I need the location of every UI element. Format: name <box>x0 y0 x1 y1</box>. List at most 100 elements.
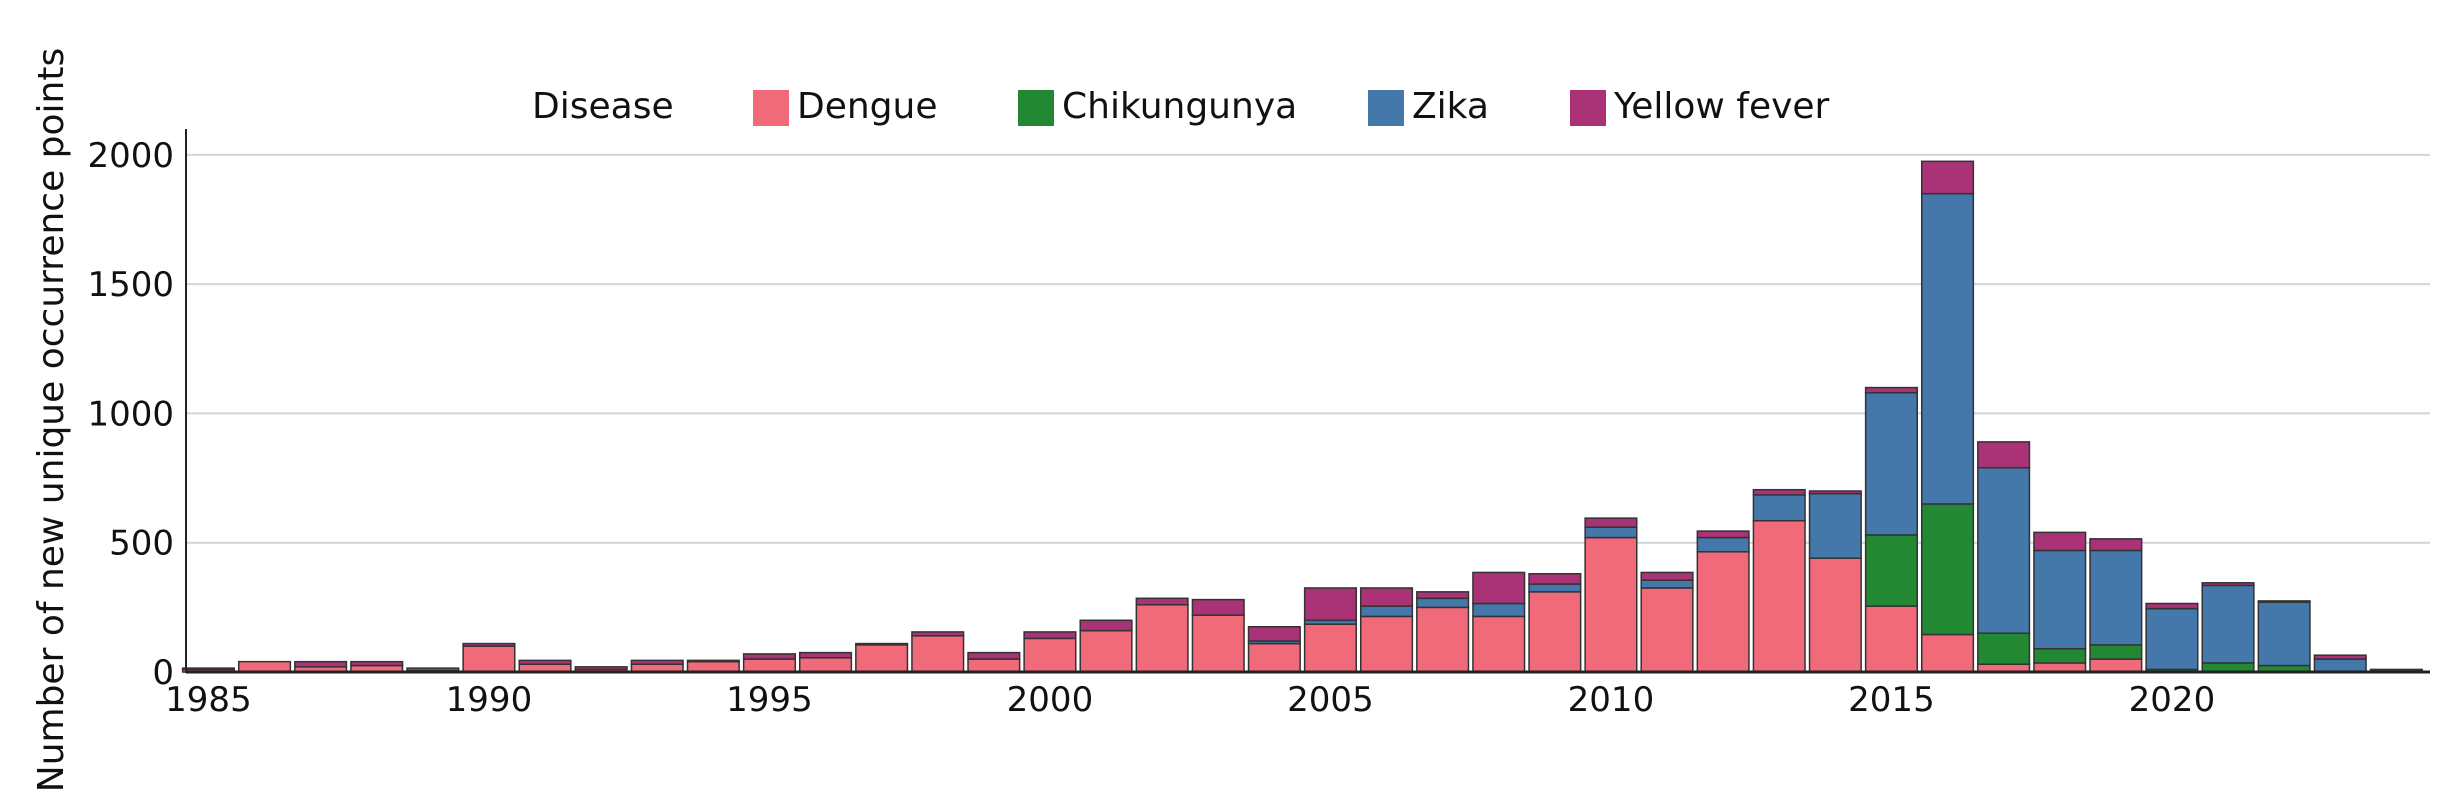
bar-stack-2018 <box>2033 531 2087 673</box>
grid-layer <box>186 153 2430 544</box>
x-tick-label: 2020 <box>2129 680 2216 720</box>
y-tick-label: 500 <box>109 524 174 564</box>
bar-chikungunya <box>1977 632 2031 665</box>
bar-yellow-fever <box>967 651 1021 660</box>
bar-yellow-fever <box>1808 490 1862 495</box>
bar-chikungunya <box>1920 503 1975 636</box>
bar-dengue <box>1191 614 1245 673</box>
bar-yellow-fever <box>911 631 965 637</box>
bar-zika <box>2257 601 2311 667</box>
bar-dengue <box>1808 557 1862 673</box>
bar-stack-2010 <box>1584 517 1638 673</box>
bar-dengue <box>1752 519 1806 673</box>
bar-yellow-fever <box>1247 626 1301 642</box>
bar-stack-2014 <box>1808 490 1862 673</box>
bar-stack-1998 <box>911 631 965 673</box>
bar-stack-2005 <box>1303 587 1357 673</box>
bar-stack-2011 <box>1640 571 1694 673</box>
bar-yellow-fever <box>462 642 516 647</box>
bar-yellow-fever <box>742 653 796 660</box>
bar-yellow-fever <box>1640 571 1694 581</box>
bar-dengue <box>911 635 965 673</box>
axes-layer <box>185 129 2430 674</box>
x-tick-label: 1995 <box>726 680 813 720</box>
bar-stack-1997 <box>855 642 909 673</box>
bar-stack-2000 <box>1023 631 1077 673</box>
bar-zika <box>2201 584 2255 664</box>
bar-yellow-fever <box>686 659 740 663</box>
legend-swatch <box>1368 90 1404 126</box>
bar-zika <box>2313 658 2367 673</box>
y-tick-label: 1000 <box>87 394 174 434</box>
bar-zika <box>1584 526 1638 539</box>
bar-dengue <box>1303 623 1357 673</box>
bar-stack-1986 <box>237 660 292 673</box>
bar-dengue <box>1359 615 1414 673</box>
bar-yellow-fever <box>2089 538 2143 552</box>
bar-stack-2017 <box>1977 441 2031 673</box>
legend-label: Dengue <box>797 86 938 127</box>
bar-stack-2004 <box>1247 626 1301 673</box>
bar-yellow-fever <box>518 659 572 665</box>
bar-zika <box>1528 583 1582 593</box>
bar-yellow-fever <box>1977 441 2031 469</box>
bar-yellow-fever <box>1528 572 1582 585</box>
bar-yellow-fever <box>630 659 684 665</box>
x-tick-label: 2010 <box>1568 680 1655 720</box>
bar-dengue <box>1528 591 1582 673</box>
bar-stack-1991 <box>518 659 572 673</box>
bar-stack-2003 <box>1191 598 1245 673</box>
bar-zika <box>1416 597 1470 609</box>
bar-stack-1994 <box>686 659 740 673</box>
y-axis-label: Number of new unique occurrence points <box>31 48 72 792</box>
bar-dengue <box>798 657 853 673</box>
bar-dengue <box>1079 629 1133 673</box>
bar-yellow-fever <box>406 667 460 672</box>
legend-label: Yellow fever <box>1613 86 1830 127</box>
bar-zika <box>1864 391 1918 536</box>
bar-stack-2023 <box>2313 654 2367 673</box>
bar-yellow-fever <box>2033 531 2087 552</box>
bar-yellow-fever <box>1472 571 1526 605</box>
bar-zika <box>2145 607 2199 671</box>
bar-stack-1999 <box>967 651 1021 673</box>
bar-stack-1995 <box>742 653 796 673</box>
bar-stack-2006 <box>1359 587 1414 673</box>
y-tick-label: 0 <box>152 653 174 693</box>
bar-stack-2009 <box>1528 572 1582 673</box>
bar-stack-2022 <box>2257 600 2311 673</box>
bar-stack-2019 <box>2089 538 2143 673</box>
bar-yellow-fever <box>2257 600 2311 603</box>
bar-stack-1987 <box>294 660 348 673</box>
bar-dengue <box>855 644 909 673</box>
bar-stack-2001 <box>1079 619 1133 673</box>
bar-yellow-fever <box>2201 582 2255 587</box>
bar-yellow-fever <box>2313 654 2367 660</box>
bar-yellow-fever <box>1920 160 1975 195</box>
bar-yellow-fever <box>1023 631 1077 640</box>
bar-stack-1990 <box>462 642 516 673</box>
legend-swatch <box>1018 90 1054 126</box>
bar-dengue <box>1864 605 1918 673</box>
bar-zika <box>1977 466 2031 634</box>
bar-stack-1993 <box>630 659 684 673</box>
bar-yellow-fever <box>1864 386 1918 394</box>
bar-dengue <box>742 658 796 673</box>
x-tick-label: 1985 <box>165 680 252 720</box>
x-tick-label: 2000 <box>1007 680 1094 720</box>
bar-zika <box>2033 549 2087 650</box>
bar-dengue <box>2089 658 2143 673</box>
bar-dengue <box>1640 587 1694 673</box>
bar-dengue <box>1247 642 1301 673</box>
bar-yellow-fever <box>798 651 853 659</box>
bar-stack-2012 <box>1696 530 1750 673</box>
bar-yellow-fever <box>1191 598 1245 616</box>
bar-yellow-fever <box>1303 587 1357 622</box>
bar-dengue <box>1135 604 1189 673</box>
bar-dengue <box>462 645 516 673</box>
bar-zika <box>2089 549 2143 646</box>
legend: Disease Dengue Chikungunya Zika Yellow feve… <box>532 86 1830 127</box>
bar-chikungunya <box>2033 647 2087 664</box>
